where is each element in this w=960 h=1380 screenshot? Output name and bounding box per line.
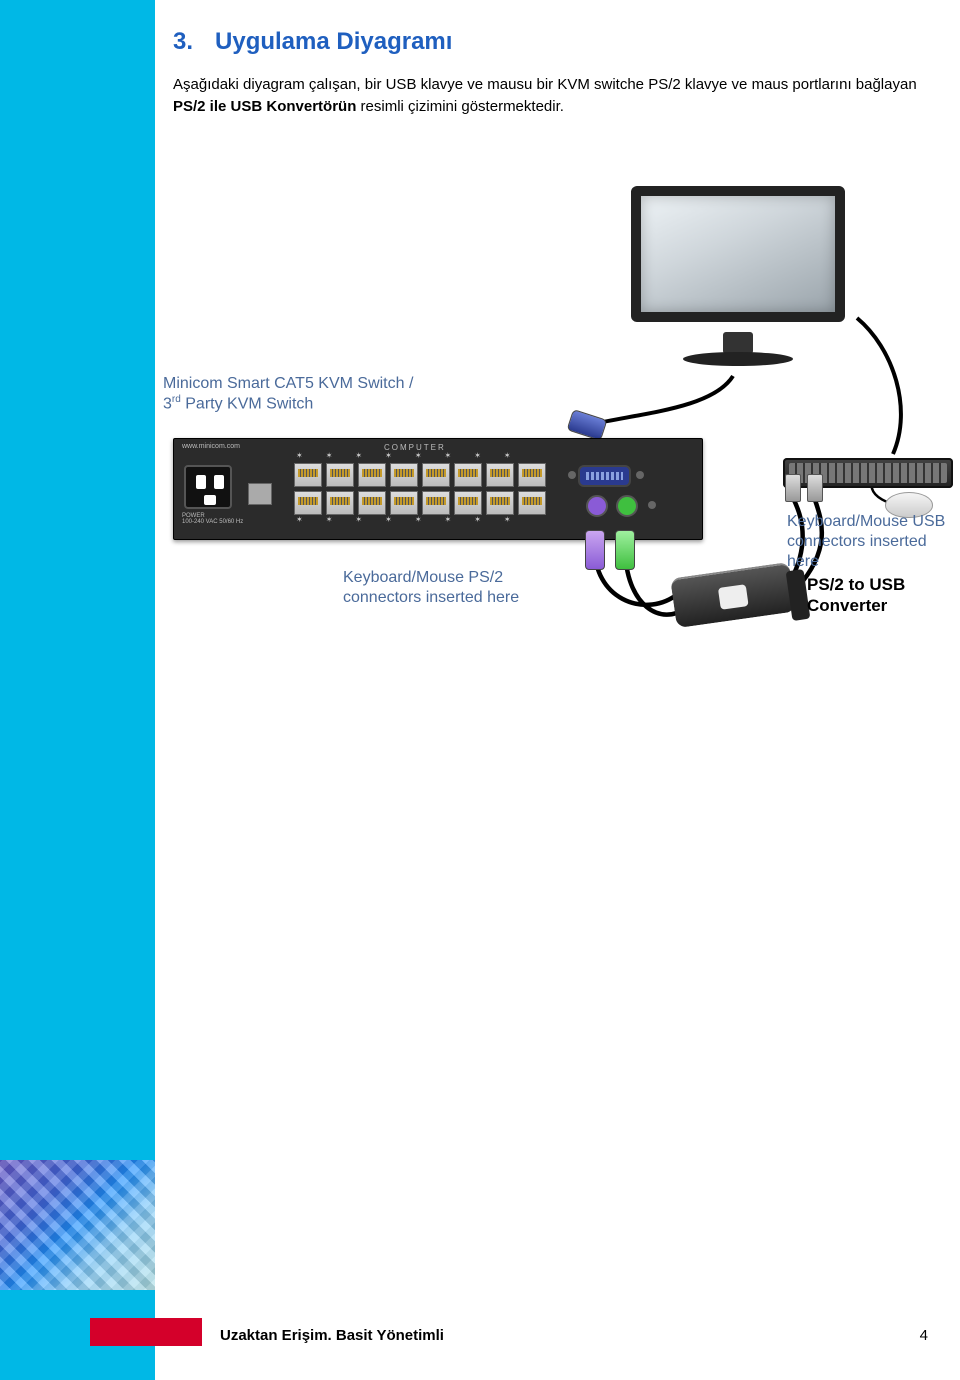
sidebar: [0, 0, 155, 1380]
kvm-title-label: Minicom Smart CAT5 KVM Switch / 3rd Part…: [163, 374, 413, 414]
converter-icon: [670, 561, 796, 627]
monitor-neck: [723, 332, 753, 354]
rj45-port: [358, 463, 386, 487]
rj45-port: [422, 491, 450, 515]
section-heading: 3. Uygulama Diyagramı: [173, 28, 930, 56]
kvm-title-line1: Minicom Smart CAT5 KVM Switch /: [163, 374, 413, 394]
rj45-port: [486, 491, 514, 515]
rj45-port: [486, 463, 514, 487]
heading-title: Uygulama Diyagramı: [215, 28, 452, 55]
monitor-base: [683, 352, 793, 366]
rj45-port: [358, 491, 386, 515]
ps2-plug-green-icon: [615, 530, 635, 570]
rj45-port: [518, 463, 546, 487]
rj45-grid: [294, 463, 546, 515]
monitor-screen: [631, 186, 845, 322]
rj45-port: [422, 463, 450, 487]
ps2-port-purple-icon: [586, 495, 608, 517]
rj45-port: [326, 491, 354, 515]
screw-icon: [648, 501, 656, 509]
body-post: resimli çizimini göstermektedir.: [356, 98, 564, 115]
port-marks-top: ✶ ✶ ✶ ✶ ✶ ✶ ✶ ✶: [296, 451, 511, 460]
rj45-port: [390, 463, 418, 487]
body-strong: PS/2 ile USB Konvertörün: [173, 98, 356, 115]
rj45-port: [454, 463, 482, 487]
footer-redbar: [90, 1318, 202, 1346]
application-diagram: Minicom Smart CAT5 KVM Switch / 3rd Part…: [173, 178, 953, 738]
usb-plug-icon: [807, 474, 823, 502]
rj45-port: [454, 491, 482, 515]
kvm-brand: www.minicom.com: [182, 443, 240, 450]
kvm-title-line2: 3rd Party KVM Switch: [163, 394, 413, 414]
rj45-port: [294, 491, 322, 515]
ps2-caption: Keyboard/Mouse PS/2 connectors inserted …: [343, 568, 519, 608]
page-number: 4: [920, 1327, 928, 1344]
kvm-switch-icon: www.minicom.com COMPUTER POWER 100-240 V…: [173, 438, 703, 540]
mgmt-port-icon: [248, 483, 272, 505]
sidebar-keyboard-deco: [0, 1160, 155, 1290]
body-pre: Aşağıdaki diyagram çalışan, bir USB klav…: [173, 76, 917, 93]
vga-plug-icon: [566, 408, 607, 440]
vga-port-icon: [578, 465, 631, 487]
converter-label: PS/2 to USB Converter: [807, 574, 905, 617]
usb-plug-icon: [785, 474, 801, 502]
rj45-port: [390, 491, 418, 515]
usb-caption: Keyboard/Mouse USB connectors inserted h…: [787, 512, 953, 572]
power-socket-icon: [184, 465, 232, 509]
monitor-icon: [613, 178, 863, 378]
power-label: POWER 100-240 VAC 50/60 Hz: [182, 513, 243, 526]
screw-icon: [568, 471, 576, 479]
body-paragraph: Aşağıdaki diyagram çalışan, bir USB klav…: [173, 74, 930, 118]
ps2-port-green-icon: [616, 495, 638, 517]
heading-number: 3.: [173, 28, 193, 55]
screw-icon: [636, 471, 644, 479]
rj45-port: [518, 491, 546, 515]
page-content: 3. Uygulama Diyagramı Aşağıdaki diyagram …: [155, 0, 960, 738]
rj45-port: [294, 463, 322, 487]
footer-text: Uzaktan Erişim. Basit Yönetimli: [220, 1327, 444, 1344]
ps2-plug-purple-icon: [585, 530, 605, 570]
port-marks-bottom: ✶ ✶ ✶ ✶ ✶ ✶ ✶ ✶: [296, 515, 511, 524]
rj45-port: [326, 463, 354, 487]
